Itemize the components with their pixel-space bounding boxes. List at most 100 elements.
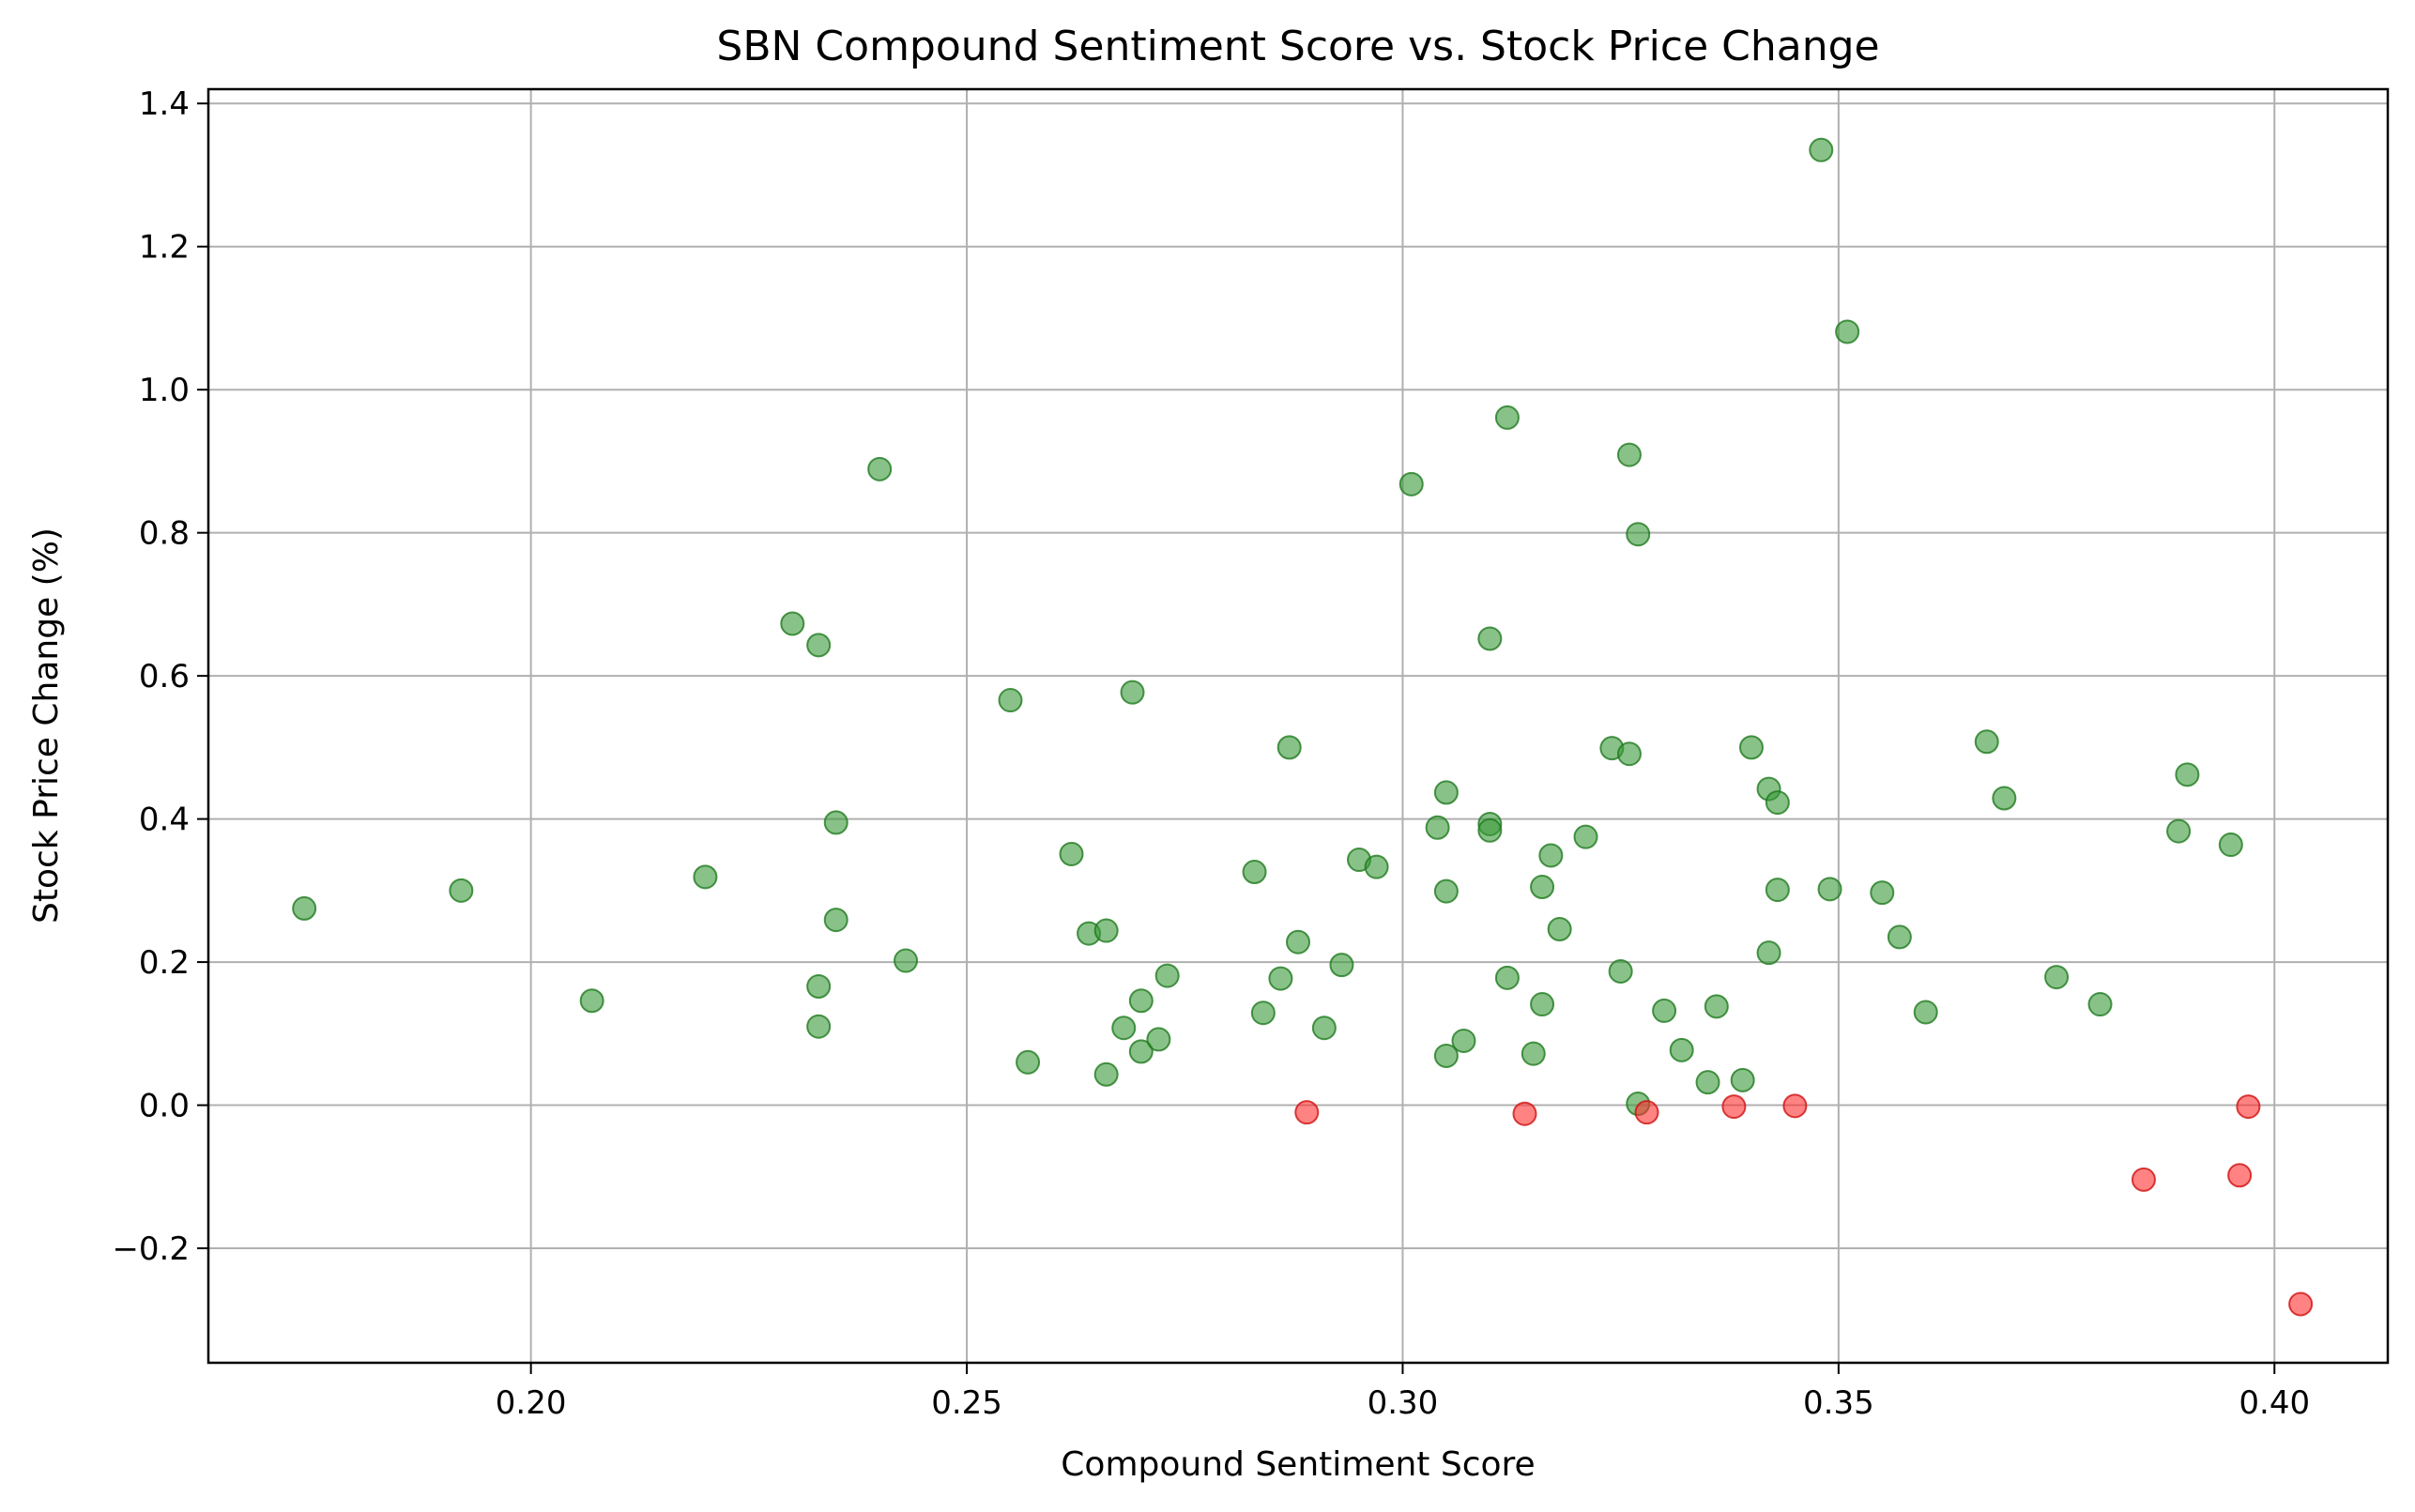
data-point-positive [1451,1028,1476,1053]
data-point-positive [1154,963,1180,988]
data-point-positive [1835,319,1860,344]
data-point-positive [1433,878,1459,904]
y-tick-label: 0.2 [139,944,190,982]
data-point-positive [1616,442,1642,467]
data-point-positive [1974,729,1999,755]
data-point-positive [1616,741,1642,767]
x-tick-label: 0.35 [1803,1384,1874,1422]
data-point-positive [1477,626,1503,651]
y-tick-label: −0.2 [112,1230,190,1268]
x-tick-label: 0.30 [1368,1384,1439,1422]
data-point-positive [1652,998,1677,1023]
data-point-positive [1809,137,1834,162]
data-point-negative [2288,1291,2314,1317]
data-point-positive [806,973,832,999]
data-point-positive [1364,854,1389,879]
data-point-positive [2044,965,2070,990]
data-point-positive [1870,880,1895,906]
data-point-positive [1538,843,1564,868]
x-axis-ticks: 0.20 0.25 0.30 0.35 0.40 [496,1363,2310,1422]
data-point-negative [1294,1100,1320,1125]
data-point-positive [1704,994,1729,1019]
data-point-positive [1059,841,1084,866]
data-point-positive [1756,940,1781,966]
data-point-positive [1738,735,1764,760]
data-point-positive [1128,1039,1154,1064]
x-tick-label: 0.20 [496,1384,567,1422]
data-point-positive [2166,818,2192,844]
data-point-positive [1494,405,1520,430]
data-point-positive [1765,878,1790,903]
data-point-positive [1730,1067,1755,1092]
data-point-positive [1913,1000,1938,1025]
data-point-positive [449,878,474,903]
data-point-positive [1120,680,1145,705]
data-point-positive [1477,817,1503,843]
y-gridlines [208,102,2388,1250]
data-point-positive [1765,790,1790,816]
data-points [292,137,2314,1317]
data-point-negative [2131,1167,2156,1192]
y-axis-label: Stock Price Change (%) [27,527,66,924]
data-point-positive [1817,877,1842,902]
data-point-positive [1695,1070,1720,1095]
data-point-negative [1782,1093,1808,1119]
y-tick-label: 1.2 [139,229,190,267]
data-point-positive [1573,824,1598,849]
y-tick-label: 0.0 [139,1088,190,1125]
data-point-positive [894,948,919,973]
x-axis-label: Compound Sentiment Score [1061,1445,1535,1484]
plot-frame [206,87,2390,1365]
data-point-positive [998,688,1023,713]
data-point-positive [1242,860,1267,885]
y-tick-label: 1.4 [139,85,190,123]
y-tick-label: 0.4 [139,802,190,839]
data-point-positive [1399,471,1424,496]
data-point-positive [780,611,805,636]
x-tick-label: 0.40 [2239,1384,2310,1422]
data-point-positive [1111,1016,1137,1041]
chart-title: SBN Compound Sentiment Score vs. Stock P… [716,23,1879,70]
y-tick-label: 0.8 [139,515,190,553]
data-point-positive [1530,992,1555,1017]
data-point-positive [1669,1037,1694,1062]
data-point-negative [2236,1094,2261,1120]
y-axis-ticks: −0.2 0.0 0.2 0.4 0.6 0.8 1.0 1.2 1.4 [112,85,208,1268]
data-point-positive [1626,522,1651,547]
data-point-positive [2087,992,2113,1017]
data-point-positive [1311,1016,1337,1041]
data-point-positive [1433,1043,1459,1068]
data-point-positive [1093,1061,1119,1087]
data-point-positive [1608,958,1633,984]
data-point-positive [1128,988,1154,1014]
data-point-positive [823,810,848,835]
data-point-positive [1016,1049,1041,1075]
x-tick-label: 0.25 [931,1384,1002,1422]
data-point-positive [867,456,893,481]
data-point-positive [1268,966,1293,991]
data-point-negative [1512,1101,1537,1126]
data-point-positive [806,1014,832,1039]
data-point-negative [1721,1094,1747,1120]
data-point-positive [2175,762,2200,787]
data-point-positive [1425,815,1450,840]
data-point-positive [806,633,832,658]
data-point-positive [579,988,604,1014]
data-point-positive [1286,929,1310,955]
data-point-negative [2227,1163,2253,1188]
data-point-positive [1433,780,1459,805]
data-point-positive [1547,917,1572,942]
data-point-positive [1530,875,1555,900]
y-tick-label: 0.6 [139,658,190,695]
data-point-positive [1276,735,1302,760]
x-gridlines [529,89,2276,1363]
data-point-positive [823,908,848,933]
data-point-positive [1093,918,1119,943]
data-point-positive [292,895,317,921]
data-point-positive [1992,786,2017,811]
data-point-positive [1329,953,1354,978]
data-point-negative [1634,1100,1659,1125]
data-point-positive [1146,1027,1171,1052]
